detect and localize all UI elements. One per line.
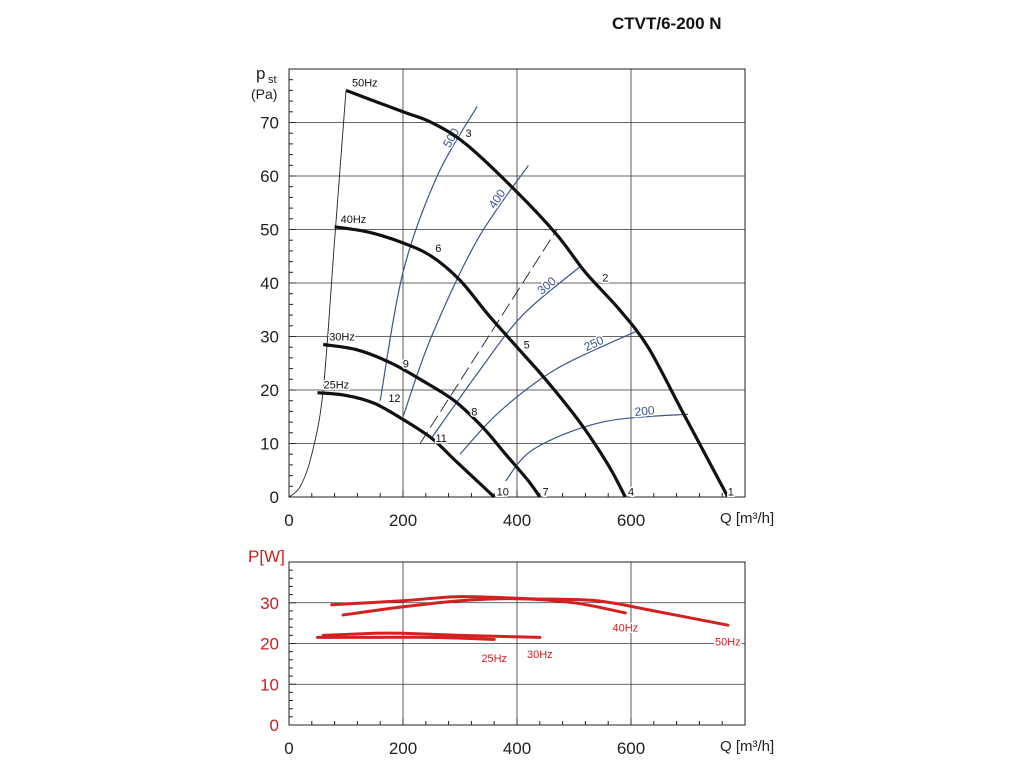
operating-point-label: 10 xyxy=(497,487,509,499)
efficiency-curve-label: 300 xyxy=(535,274,560,298)
system-curve-parabola xyxy=(288,90,347,498)
fan-curve-30Hz xyxy=(322,342,542,498)
y-tick-label: 20 xyxy=(260,635,279,654)
fan-curve-label: 50Hz xyxy=(352,77,378,89)
y-axis-label: p xyxy=(256,64,265,83)
efficiency-curve-label: 400 xyxy=(486,186,509,211)
power-curve-30Hz xyxy=(321,631,542,639)
operating-point-label: 9 xyxy=(403,358,409,370)
power-curve-label: 50Hz xyxy=(715,637,741,649)
y-tick-label: 40 xyxy=(260,274,279,293)
y-tick-label: 30 xyxy=(260,328,279,347)
x-tick-label: 600 xyxy=(617,739,645,758)
y-tick-label: 50 xyxy=(260,221,279,240)
x-tick-label: 400 xyxy=(503,511,531,530)
operating-point-label: 11 xyxy=(435,433,446,445)
fan-curve-25Hz xyxy=(317,391,496,499)
efficiency-curve xyxy=(379,106,478,401)
efficiency-curve-label: 250 xyxy=(582,333,606,354)
operating-point-label: 1 xyxy=(728,487,734,499)
y-axis-unit: (Pa) xyxy=(251,86,277,102)
x-tick-label: 200 xyxy=(389,511,417,530)
efficiency-curve xyxy=(505,413,689,482)
operating-point-label: 8 xyxy=(471,406,477,418)
power-curve-25Hz xyxy=(316,635,496,641)
chart-title: CTVT/6-200 N xyxy=(612,14,722,33)
power-chart: 0 10 20 30 0 200 400 600 P[W] Q [m³/h] 25Hz 30Hz 40H… xyxy=(248,547,774,758)
y-tick-label: 0 xyxy=(270,716,279,735)
efficiency-curve xyxy=(402,164,529,418)
x-tick-label: 600 xyxy=(617,511,645,530)
operating-point-label: 4 xyxy=(628,487,634,499)
efficiency-curve-label: 200 xyxy=(634,403,656,419)
efficiency-curve xyxy=(459,330,637,455)
power-curve-label: 40Hz xyxy=(612,622,638,634)
y-tick-label: 60 xyxy=(260,167,279,186)
power-curve-label: 25Hz xyxy=(481,653,507,665)
y-tick-label: 10 xyxy=(260,675,279,694)
operating-point-label: 5 xyxy=(524,340,530,352)
y-tick-label: 70 xyxy=(260,114,279,133)
fan-curve-50Hz xyxy=(345,88,730,498)
x-tick-label: 400 xyxy=(503,739,531,758)
operating-point-label: 7 xyxy=(542,487,548,499)
operating-point-label: 2 xyxy=(602,273,608,285)
efficiency-curve xyxy=(431,266,581,439)
operating-point-label: 12 xyxy=(388,393,400,405)
system-curve-dashed xyxy=(419,229,558,444)
fan-curve-label: 40Hz xyxy=(341,214,367,226)
power-curve-40Hz xyxy=(341,597,627,617)
x-tick-label: 0 xyxy=(284,739,293,758)
operating-point-label: 6 xyxy=(435,243,441,255)
y-axis-label: P[W] xyxy=(248,547,285,566)
y-tick-label: 20 xyxy=(260,381,279,400)
x-tick-label: 0 xyxy=(284,511,293,530)
power-curve-label: 30Hz xyxy=(527,649,553,661)
fan-curve-40Hz xyxy=(334,225,627,498)
power-curve-50Hz xyxy=(330,595,730,627)
fan-curve-label: 25Hz xyxy=(324,380,350,392)
pressure-chart: 0 10 20 30 40 50 60 70 0 200 400 600 p st(Pa) Q [m³/h]… xyxy=(251,64,774,530)
x-tick-label: 200 xyxy=(389,739,417,758)
x-axis-label: Q [m³/h] xyxy=(720,510,774,527)
y-tick-label: 10 xyxy=(260,435,279,454)
operating-point-label: 3 xyxy=(465,128,471,140)
y-tick-label: 0 xyxy=(270,488,279,507)
fan-curve-label: 30Hz xyxy=(329,332,355,344)
x-axis-label: Q [m³/h] xyxy=(720,738,774,755)
y-tick-label: 30 xyxy=(260,594,279,613)
y-axis-label-subscript: st xyxy=(268,74,277,86)
